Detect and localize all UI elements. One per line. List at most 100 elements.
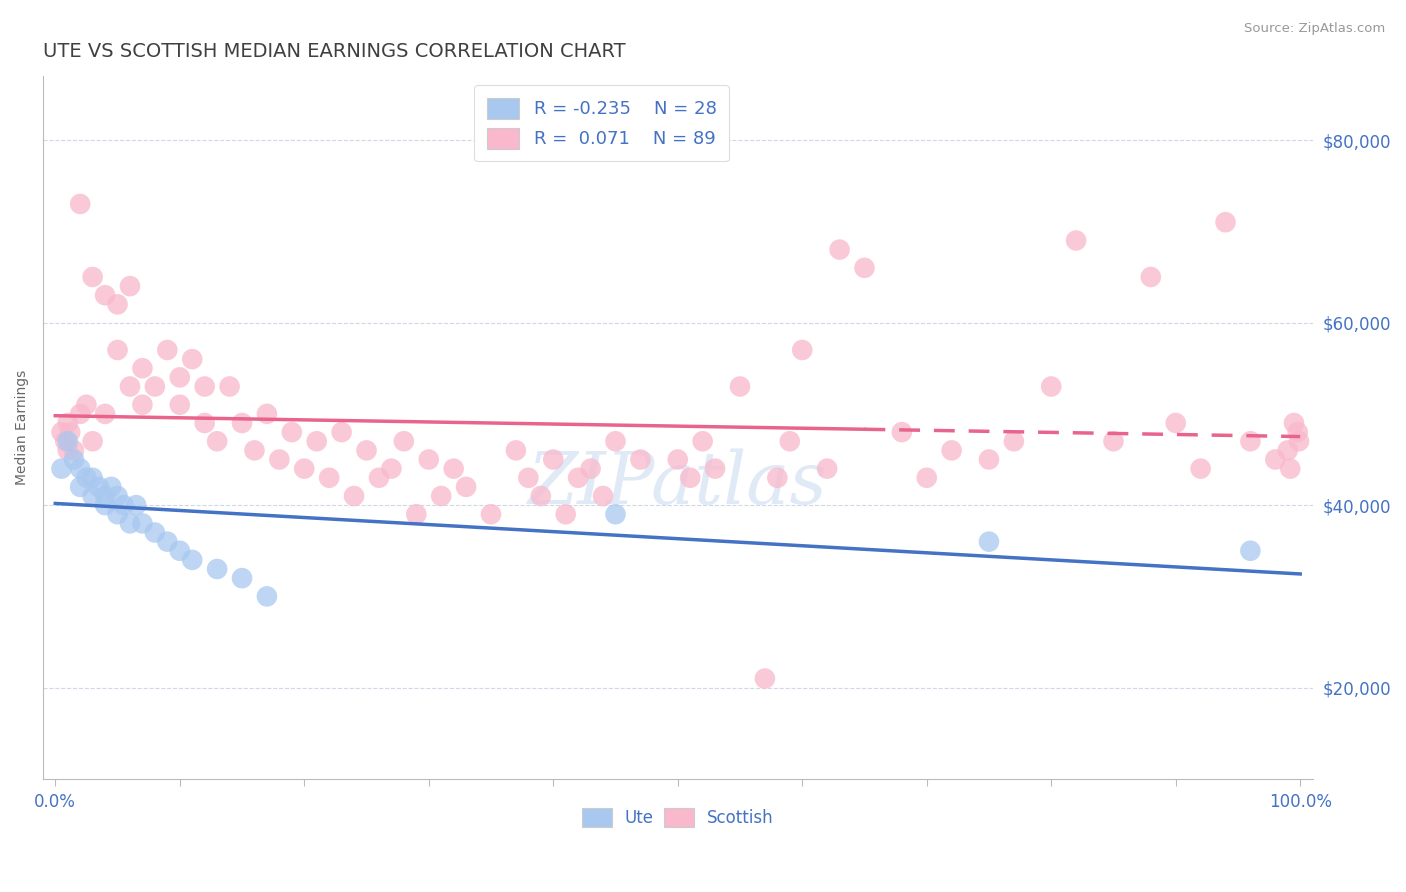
Point — [692, 434, 714, 449]
Point — [269, 452, 291, 467]
Point — [256, 407, 278, 421]
Point — [59, 425, 82, 439]
Point — [517, 471, 540, 485]
Point — [131, 516, 153, 531]
Point — [107, 508, 129, 522]
Point — [281, 425, 304, 439]
Point — [94, 407, 117, 421]
Point — [1102, 434, 1125, 449]
Point — [541, 452, 564, 467]
Point — [343, 489, 366, 503]
Point — [118, 279, 141, 293]
Point — [82, 434, 104, 449]
Point — [51, 425, 73, 439]
Point — [704, 461, 727, 475]
Point — [53, 434, 76, 449]
Point — [941, 443, 963, 458]
Point — [505, 443, 527, 458]
Point — [56, 416, 79, 430]
Point — [143, 525, 166, 540]
Point — [63, 443, 86, 458]
Point — [1215, 215, 1237, 229]
Point — [1064, 234, 1087, 248]
Point — [1288, 434, 1310, 449]
Text: ZIPatlas: ZIPatlas — [527, 449, 828, 519]
Point — [69, 480, 91, 494]
Point — [1140, 270, 1163, 285]
Point — [1277, 443, 1299, 458]
Point — [69, 461, 91, 475]
Point — [318, 471, 340, 485]
Text: UTE VS SCOTTISH MEDIAN EARNINGS CORRELATION CHART: UTE VS SCOTTISH MEDIAN EARNINGS CORRELAT… — [42, 42, 626, 61]
Text: Source: ZipAtlas.com: Source: ZipAtlas.com — [1244, 22, 1385, 36]
Point — [169, 543, 191, 558]
Point — [231, 571, 253, 585]
Point — [256, 590, 278, 604]
Point — [890, 425, 912, 439]
Point — [100, 480, 122, 494]
Point — [107, 489, 129, 503]
Point — [977, 452, 1000, 467]
Point — [605, 508, 627, 522]
Point — [156, 343, 179, 357]
Point — [766, 471, 789, 485]
Point — [579, 461, 602, 475]
Point — [143, 379, 166, 393]
Point — [456, 480, 478, 494]
Point — [69, 407, 91, 421]
Point — [112, 498, 135, 512]
Point — [592, 489, 614, 503]
Point — [107, 343, 129, 357]
Point — [605, 434, 627, 449]
Point — [82, 489, 104, 503]
Point — [194, 416, 217, 430]
Point — [479, 508, 502, 522]
Point — [567, 471, 589, 485]
Point — [1279, 461, 1302, 475]
Point — [305, 434, 328, 449]
Point — [87, 480, 110, 494]
Point — [392, 434, 415, 449]
Point — [330, 425, 353, 439]
Point — [118, 379, 141, 393]
Point — [977, 534, 1000, 549]
Point — [1282, 416, 1305, 430]
Point — [1239, 434, 1261, 449]
Point — [728, 379, 751, 393]
Point — [1286, 425, 1309, 439]
Point — [628, 452, 651, 467]
Point — [205, 562, 228, 576]
Point — [554, 508, 576, 522]
Point — [1164, 416, 1187, 430]
Point — [82, 270, 104, 285]
Point — [218, 379, 240, 393]
Point — [530, 489, 553, 503]
Point — [679, 471, 702, 485]
Legend: Ute, Scottish: Ute, Scottish — [575, 801, 780, 834]
Point — [443, 461, 465, 475]
Point — [75, 398, 97, 412]
Point — [380, 461, 402, 475]
Point — [1239, 543, 1261, 558]
Point — [125, 498, 148, 512]
Point — [779, 434, 801, 449]
Point — [666, 452, 689, 467]
Point — [194, 379, 217, 393]
Point — [181, 553, 204, 567]
Point — [1002, 434, 1025, 449]
Point — [131, 361, 153, 376]
Point — [418, 452, 440, 467]
Point — [292, 461, 315, 475]
Point — [69, 197, 91, 211]
Point — [356, 443, 378, 458]
Point — [75, 471, 97, 485]
Point — [156, 534, 179, 549]
Point — [118, 516, 141, 531]
Point — [815, 461, 838, 475]
Point — [205, 434, 228, 449]
Point — [169, 398, 191, 412]
Point — [94, 489, 117, 503]
Point — [231, 416, 253, 430]
Point — [94, 498, 117, 512]
Point — [368, 471, 391, 485]
